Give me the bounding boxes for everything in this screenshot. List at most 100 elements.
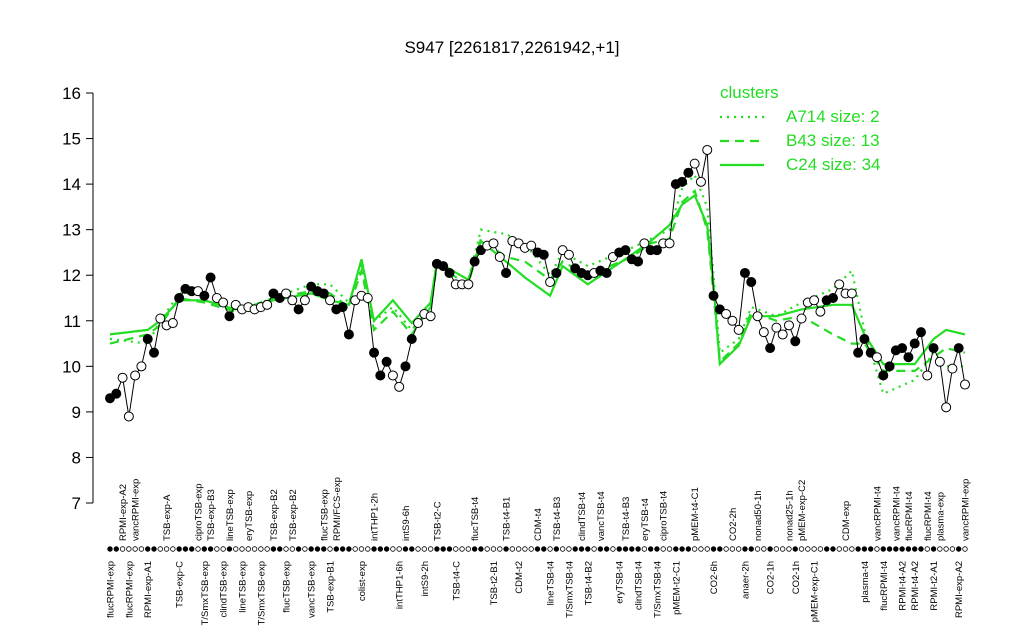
x-tick-label: CO2-2h [728,508,739,541]
y-tick-label: 12 [62,266,81,285]
data-point [199,290,210,301]
data-point [117,372,128,383]
data-point [406,334,417,344]
data-point [922,370,933,381]
sample-dot [566,546,572,552]
sample-dot [534,546,541,552]
sample-dot [402,546,409,552]
sample-dot [226,546,233,552]
x-tick-label: TSB-t4-B3 [621,497,632,541]
x-tick-label: RPMI-exp-A1 [143,561,154,618]
data-point [960,379,970,390]
x-tick-label: flucTSB-exp [319,489,330,541]
data-point [752,311,763,322]
sample-dot [132,546,138,552]
x-tick-label: TSB-exp-B2 [288,489,299,541]
x-tick-label: colist-exp [357,561,368,601]
x-tick-label: intS9-2h [420,561,431,596]
x-tick-label: ciproTSB-exp [194,483,205,541]
data-point [639,238,650,249]
x-tick-label: RPMI-t4-A2 [910,561,921,611]
x-tick-label: vancRPMI-exp [131,479,142,541]
x-tick-label: TSB-t4-B2 [583,561,594,605]
data-point [739,267,750,278]
sample-dot [195,546,201,552]
x-tick-label: vancRPMI-t4 [872,486,883,541]
legend-label: C24 size: 34 [786,155,881,174]
chart-title: S947 [2261817,2261942,+1] [404,38,619,57]
sample-dot [163,546,170,552]
sample-dot [251,546,258,552]
x-tick-label: clindTSB-t4 [577,492,588,541]
x-tick-label: RPMI-t4-A2 [898,561,909,611]
sample-dot [585,546,591,552]
sample-dot [522,546,528,552]
sample-dot [912,546,918,552]
sample-dot [151,546,157,552]
sample-dot [182,546,189,552]
data-point [400,361,411,372]
sample-dot [880,546,886,552]
sample-dot [459,546,465,552]
sample-dot [578,546,585,552]
x-tick-label: CO2-1h [791,561,802,594]
sample-dot [107,546,113,552]
x-tick-label: flucRPMI-t4 [879,561,890,611]
x-tick-label: flucRPMI-exp [124,561,135,618]
sample-dot [849,546,855,552]
sample-dot [836,546,842,552]
x-tick-label: nonad25-1h [784,490,795,541]
data-point [413,318,424,329]
x-tick-label: CDM-t2 [514,561,525,594]
sample-dot [339,546,346,552]
data-point [815,306,826,317]
data-point [293,304,304,315]
data-point [758,327,769,338]
sample-dot [773,546,780,552]
sample-dot [817,546,824,552]
data-point [494,252,505,262]
sample-dot [490,546,497,552]
data-point [884,361,895,372]
data-point [205,272,216,283]
data-point [601,267,612,278]
sample-dot [666,546,673,552]
sample-dot [201,546,208,552]
data-point [299,295,310,306]
sample-dot [415,546,421,552]
x-tick-label: eryTSB-t4 [640,498,651,541]
sample-dot [937,546,943,552]
x-tick-label: RPMI-t2-A1 [929,561,940,611]
sample-dot [427,546,434,552]
sample-dot [503,546,509,552]
data-point [281,288,292,299]
sample-dot [214,546,220,552]
x-tick-label: T/SmxTSB-exp [200,561,211,625]
data-point [897,343,908,354]
x-tick-label: ciproTSB-t4 [659,491,670,541]
x-tick-label: intTHP1-2h [370,493,381,541]
x-tick-label: vancTSB-t4 [596,491,607,541]
x-tick-label: eryTSB-t4 [615,561,626,604]
data-point [563,249,574,260]
data-point [444,267,455,278]
sample-dot [748,546,754,552]
x-tick-label: flucRPMI-t4 [923,491,934,541]
sample-dot [289,546,296,552]
data-point [915,327,926,338]
data-point [809,295,820,306]
sample-dot [786,546,792,552]
sample-dot [170,546,176,552]
sample-dot [717,546,723,552]
sample-dot [283,546,289,552]
sample-dot [735,546,742,552]
x-tick-label: flucRPMI-exp [106,561,117,618]
data-point [318,288,329,299]
x-tick-label: RPMI-exp-A2 [954,561,965,618]
cluster-line [109,193,966,367]
data-point [469,256,480,267]
sample-dot [629,546,635,552]
sample-dot [949,546,956,552]
data-point [149,347,160,358]
x-tick-label: vancRPMI-t4 [891,486,902,541]
